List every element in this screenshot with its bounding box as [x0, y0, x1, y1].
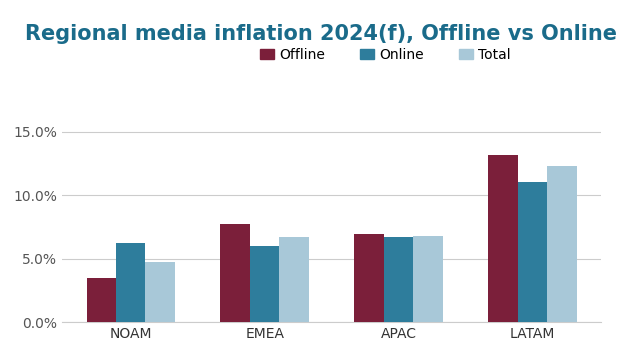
- Bar: [414, 236, 443, 322]
- Bar: [489, 155, 518, 322]
- Bar: [547, 166, 577, 322]
- Bar: [146, 262, 175, 322]
- Bar: [116, 243, 146, 322]
- Bar: [221, 224, 250, 322]
- Text: Regional media inflation 2024(f), Offline vs Online: Regional media inflation 2024(f), Offlin…: [25, 25, 617, 44]
- Bar: [280, 237, 309, 322]
- Bar: [250, 246, 280, 322]
- Bar: [384, 237, 414, 322]
- Legend: Offline, Online, Total: Offline, Online, Total: [255, 42, 516, 68]
- Bar: [355, 234, 384, 322]
- Bar: [518, 182, 547, 322]
- Bar: [87, 278, 116, 322]
